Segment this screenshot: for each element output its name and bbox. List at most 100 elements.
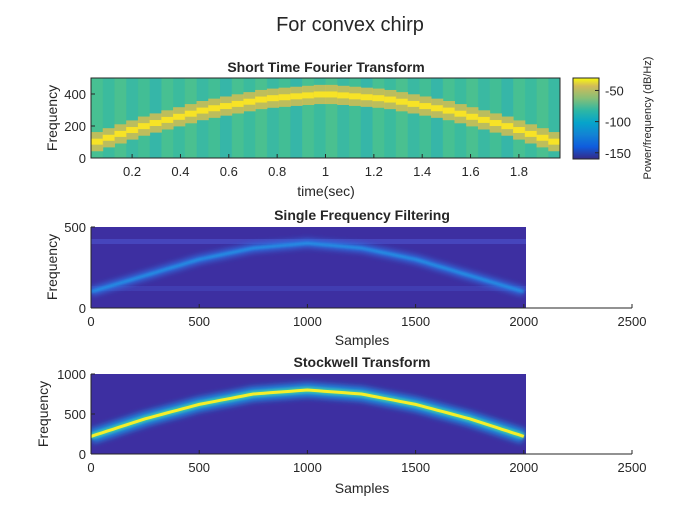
stft-ridge-cell — [196, 107, 209, 114]
stft-ridge-cell — [302, 92, 315, 99]
colorbar-tick-label: -150 — [605, 146, 631, 161]
stft-ridge-cell — [431, 105, 444, 112]
sff-ridge-line — [91, 242, 525, 293]
stft-ridge-cell — [524, 130, 538, 137]
stft-ridge-cell — [290, 93, 303, 100]
stft-ridge-cell — [149, 120, 162, 127]
stft-ridge-cell — [454, 110, 467, 117]
stft-column — [208, 78, 221, 158]
stft-column — [231, 78, 244, 158]
x-tick-label: 1500 — [401, 314, 430, 329]
stockwell-y-ticks: 0 500 1000 — [57, 367, 95, 462]
x-tick-label: 2500 — [618, 460, 647, 475]
y-tick-label: 1000 — [57, 367, 86, 382]
x-tick-label: 500 — [188, 314, 210, 329]
stft-title: Short Time Fourier Transform — [227, 59, 424, 75]
x-tick-label: 0.4 — [171, 164, 189, 179]
colorbar-frame — [572, 77, 600, 160]
stft-column — [548, 78, 560, 158]
stft-ridge-cell — [384, 96, 397, 103]
figure-title: For convex chirp — [276, 14, 424, 36]
stft-ridge-cell — [419, 103, 432, 110]
colorbar-ticks: -50 -100 -150 — [595, 83, 631, 161]
stft-ridge-cell — [513, 127, 526, 134]
stockwell-panel: Stockwell Transform 0 500 1000 1500 2000 2500… — [35, 354, 646, 496]
x-tick-label: 1.6 — [462, 164, 480, 179]
stft-ridge-cell — [360, 94, 373, 101]
stft-y-ticks: 0 200 400 — [64, 87, 95, 166]
stft-ridge-cell — [536, 134, 549, 141]
y-tick-label: 200 — [64, 119, 86, 134]
stft-ridge-cell — [337, 92, 350, 99]
sff-lower-band — [91, 286, 526, 291]
x-tick-label: 0.2 — [123, 164, 141, 179]
stft-ridge-cell — [466, 113, 479, 120]
stockwell-x-label: Samples — [335, 480, 389, 496]
stft-ridge-cell — [325, 91, 338, 98]
stft-column — [407, 78, 420, 158]
stockwell-x-ticks: 0 500 1000 1500 2000 2500 — [87, 450, 646, 475]
sff-x-ticks: 0 500 1000 1500 2000 2500 — [87, 304, 646, 329]
stft-ridge-cell — [348, 93, 362, 100]
stft-panel: Short Time Fourier Transform 0.2 0.4 0.6 0.… — [44, 57, 654, 199]
stft-x-ticks: 0.2 0.4 0.6 0.8 1 1.2 1.4 1.6 1.8 — [123, 154, 528, 179]
x-tick-label: 2500 — [618, 314, 647, 329]
stft-ridge-cell — [173, 113, 186, 120]
stft-ridge-cell — [395, 98, 409, 105]
stft-column — [126, 78, 139, 158]
stft-ridge-cell — [501, 123, 514, 130]
x-tick-label: 1500 — [401, 460, 430, 475]
x-tick-label: 2000 — [509, 314, 538, 329]
y-tick-label: 500 — [64, 220, 86, 235]
x-tick-label: 1000 — [293, 314, 322, 329]
colorbar — [573, 78, 599, 159]
x-tick-label: 500 — [188, 460, 210, 475]
stft-ridge-cell — [126, 127, 139, 134]
y-tick-label: 0 — [79, 151, 86, 166]
stft-ridge-cell — [489, 120, 502, 127]
x-tick-label: 1.4 — [413, 164, 431, 179]
stft-ridge-cell — [266, 95, 280, 102]
y-tick-label: 500 — [64, 407, 86, 422]
stft-ridge-cell — [548, 138, 560, 145]
colorbar-tick-label: -100 — [605, 115, 631, 130]
stft-column — [243, 78, 256, 158]
stft-column — [419, 78, 432, 158]
colorbar-label: Power/frequency (dB/Hz) — [642, 57, 654, 180]
stft-ridge-cells — [91, 84, 560, 152]
stockwell-title: Stockwell Transform — [294, 354, 431, 370]
colorbar-tick-label: -50 — [605, 83, 624, 98]
stft-ridge-cell — [407, 100, 420, 107]
stft-column — [513, 78, 526, 158]
x-tick-label: 1 — [322, 164, 329, 179]
stft-ridge-cell — [313, 91, 326, 98]
stft-x-label: time(sec) — [297, 183, 355, 199]
stft-column — [395, 78, 409, 158]
sff-panel: Single Frequency Filtering 0 500 1000 1500 2… — [44, 207, 646, 348]
stft-ridge-cell — [442, 107, 455, 114]
stft-ridge-cell — [208, 105, 221, 112]
sff-title: Single Frequency Filtering — [274, 207, 450, 223]
stft-ridge-cell — [477, 116, 491, 123]
sff-y-label: Frequency — [44, 234, 60, 300]
x-tick-label: 0 — [87, 460, 94, 475]
stockwell-y-label: Frequency — [35, 381, 51, 447]
y-tick-label: 0 — [79, 301, 86, 316]
stockwell-ridge-core — [91, 388, 525, 438]
stft-column — [219, 78, 233, 158]
stft-ridge-cell — [161, 116, 174, 123]
stft-ridge-cell — [91, 138, 104, 145]
x-tick-label: 1.2 — [365, 164, 383, 179]
stft-ridge-cell — [184, 110, 198, 117]
stft-ridge-cell — [243, 98, 256, 105]
stft-ridge-cell — [219, 103, 233, 110]
stft-column — [524, 78, 538, 158]
stft-ridge-cell — [114, 130, 127, 137]
stft-y-label: Frequency — [44, 85, 60, 151]
x-tick-label: 2000 — [509, 460, 538, 475]
y-tick-label: 400 — [64, 87, 86, 102]
y-tick-label: 0 — [79, 447, 86, 462]
x-tick-label: 0 — [87, 314, 94, 329]
x-tick-label: 0.8 — [268, 164, 286, 179]
stft-ridge-cell — [255, 96, 268, 103]
